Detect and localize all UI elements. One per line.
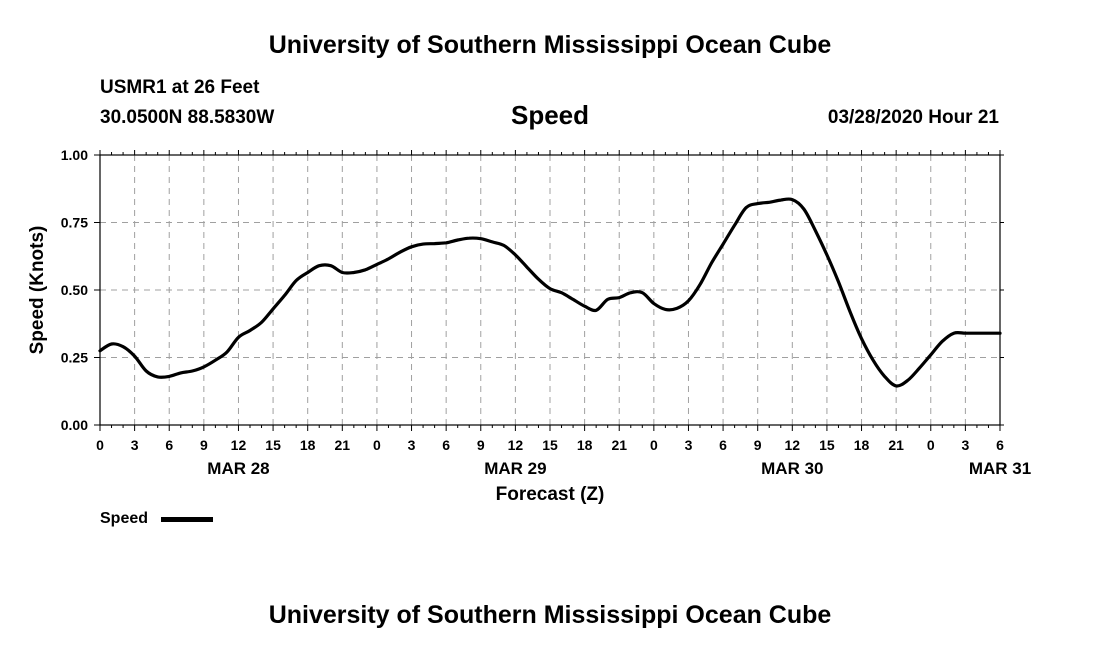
date-label: MAR 29 bbox=[484, 459, 546, 478]
x-tick-label: 9 bbox=[754, 437, 762, 453]
x-tick-label: 12 bbox=[231, 437, 247, 453]
x-tick-label: 0 bbox=[927, 437, 935, 453]
x-tick-label: 15 bbox=[819, 437, 835, 453]
x-tick-label: 15 bbox=[265, 437, 281, 453]
station-coordinates: 30.0500N 88.5830W bbox=[100, 107, 275, 128]
y-tick-label: 1.00 bbox=[61, 147, 88, 163]
x-tick-label: 15 bbox=[542, 437, 558, 453]
x-tick-label: 0 bbox=[96, 437, 104, 453]
x-tick-label: 18 bbox=[854, 437, 870, 453]
y-tick-label: 0.00 bbox=[61, 417, 88, 433]
forecast-timestamp: 03/28/2020 Hour 21 bbox=[827, 107, 999, 128]
y-axis-title: Speed (Knots) bbox=[27, 226, 48, 355]
page-title: University of Southern Mississippi Ocean… bbox=[268, 31, 832, 59]
x-tick-label: 18 bbox=[577, 437, 593, 453]
date-label: MAR 28 bbox=[207, 459, 269, 478]
x-tick-label: 3 bbox=[961, 437, 969, 453]
x-tick-label: 9 bbox=[200, 437, 208, 453]
footer-title: University of Southern Mississippi Ocean… bbox=[268, 601, 832, 629]
x-tick-label: 21 bbox=[888, 437, 904, 453]
date-label: MAR 31 bbox=[969, 459, 1031, 478]
x-tick-label: 6 bbox=[719, 437, 727, 453]
x-tick-label: 3 bbox=[131, 437, 139, 453]
y-tick-label: 0.75 bbox=[61, 215, 88, 231]
x-tick-label: 6 bbox=[996, 437, 1004, 453]
grid-layer bbox=[100, 155, 1000, 425]
chart-title: Speed bbox=[510, 100, 590, 130]
y-tick-label: 0.50 bbox=[61, 282, 88, 298]
x-tick-label: 18 bbox=[300, 437, 316, 453]
date-label: MAR 30 bbox=[761, 459, 823, 478]
x-tick-label: 6 bbox=[442, 437, 450, 453]
station-label: USMR1 at 26 Feet bbox=[100, 77, 260, 98]
x-tick-label: 21 bbox=[335, 437, 351, 453]
x-tick-label: 0 bbox=[650, 437, 658, 453]
x-tick-label: 6 bbox=[165, 437, 173, 453]
x-tick-label: 3 bbox=[685, 437, 693, 453]
x-axis-title: Forecast (Z) bbox=[496, 484, 605, 505]
speed-series-line bbox=[98, 197, 1002, 388]
axis-label-layer: 0 3 6 9 12 15 18 21 0 3 6 9 12 15 18 21 0 3 6 9 12 15 18 21 0 3 6 0… bbox=[61, 147, 1031, 478]
legend-label: Speed bbox=[100, 510, 149, 527]
tick-layer bbox=[94, 150, 1004, 431]
x-tick-label: 0 bbox=[373, 437, 381, 453]
x-tick-label: 3 bbox=[408, 437, 416, 453]
x-tick-label: 12 bbox=[508, 437, 524, 453]
y-tick-label: 0.25 bbox=[61, 350, 88, 366]
legend-line-swatch bbox=[161, 517, 213, 522]
x-tick-label: 12 bbox=[785, 437, 801, 453]
x-tick-label: 9 bbox=[477, 437, 485, 453]
x-tick-label: 21 bbox=[611, 437, 627, 453]
